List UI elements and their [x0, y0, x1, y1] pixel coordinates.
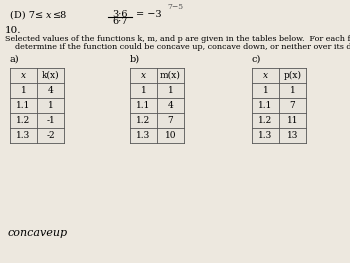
Text: 1.2: 1.2 — [136, 116, 150, 125]
Text: 7: 7 — [290, 101, 295, 110]
Text: 1: 1 — [262, 86, 268, 95]
Text: c): c) — [252, 55, 261, 64]
FancyBboxPatch shape — [130, 98, 184, 113]
FancyBboxPatch shape — [252, 128, 306, 143]
Text: 1: 1 — [141, 86, 146, 95]
Text: 1.2: 1.2 — [258, 116, 273, 125]
FancyBboxPatch shape — [130, 128, 184, 143]
Text: Selected values of the functions k, m, and p are given in the tables below.  For: Selected values of the functions k, m, a… — [5, 35, 350, 43]
Text: 7: 7 — [168, 116, 173, 125]
Text: x: x — [263, 71, 268, 80]
Text: 1: 1 — [168, 86, 173, 95]
Text: 4: 4 — [168, 101, 173, 110]
FancyBboxPatch shape — [10, 113, 64, 128]
Text: 1: 1 — [290, 86, 295, 95]
Text: m(x): m(x) — [160, 71, 181, 80]
FancyBboxPatch shape — [130, 113, 184, 128]
Text: -2: -2 — [46, 131, 55, 140]
Text: 10: 10 — [165, 131, 176, 140]
Text: ≤8: ≤8 — [53, 11, 67, 20]
Text: 1.2: 1.2 — [16, 116, 31, 125]
FancyBboxPatch shape — [10, 83, 64, 98]
Text: concaveup: concaveup — [8, 228, 68, 238]
Text: 1.3: 1.3 — [258, 131, 273, 140]
Text: p(x): p(x) — [284, 71, 301, 80]
Text: 6·7: 6·7 — [112, 17, 128, 26]
Text: = −3: = −3 — [136, 10, 162, 19]
Text: 1.1: 1.1 — [258, 101, 273, 110]
Text: 3·6: 3·6 — [112, 10, 128, 19]
Text: k(x): k(x) — [42, 71, 59, 80]
FancyBboxPatch shape — [10, 128, 64, 143]
Text: x: x — [46, 11, 51, 20]
Text: 4: 4 — [48, 86, 53, 95]
Text: 1.3: 1.3 — [136, 131, 150, 140]
FancyBboxPatch shape — [130, 68, 184, 83]
Text: (D) 7≤: (D) 7≤ — [10, 11, 43, 20]
Text: x: x — [141, 71, 146, 80]
Text: 13: 13 — [287, 131, 298, 140]
Text: a): a) — [10, 55, 20, 64]
Text: b): b) — [130, 55, 140, 64]
Text: 1.1: 1.1 — [136, 101, 151, 110]
FancyBboxPatch shape — [252, 98, 306, 113]
Text: 7−5: 7−5 — [167, 3, 183, 11]
Text: 11: 11 — [287, 116, 298, 125]
FancyBboxPatch shape — [252, 83, 306, 98]
FancyBboxPatch shape — [10, 98, 64, 113]
FancyBboxPatch shape — [10, 68, 64, 83]
Text: x: x — [21, 71, 26, 80]
Text: 1.3: 1.3 — [16, 131, 31, 140]
Text: 1: 1 — [21, 86, 26, 95]
Text: -1: -1 — [46, 116, 55, 125]
Text: 1.1: 1.1 — [16, 101, 31, 110]
FancyBboxPatch shape — [252, 68, 306, 83]
FancyBboxPatch shape — [252, 113, 306, 128]
Text: 10.: 10. — [5, 26, 21, 35]
Text: determine if the function could be concave up, concave down, or neither over its: determine if the function could be conca… — [5, 43, 350, 51]
Text: 1: 1 — [48, 101, 53, 110]
FancyBboxPatch shape — [130, 83, 184, 98]
